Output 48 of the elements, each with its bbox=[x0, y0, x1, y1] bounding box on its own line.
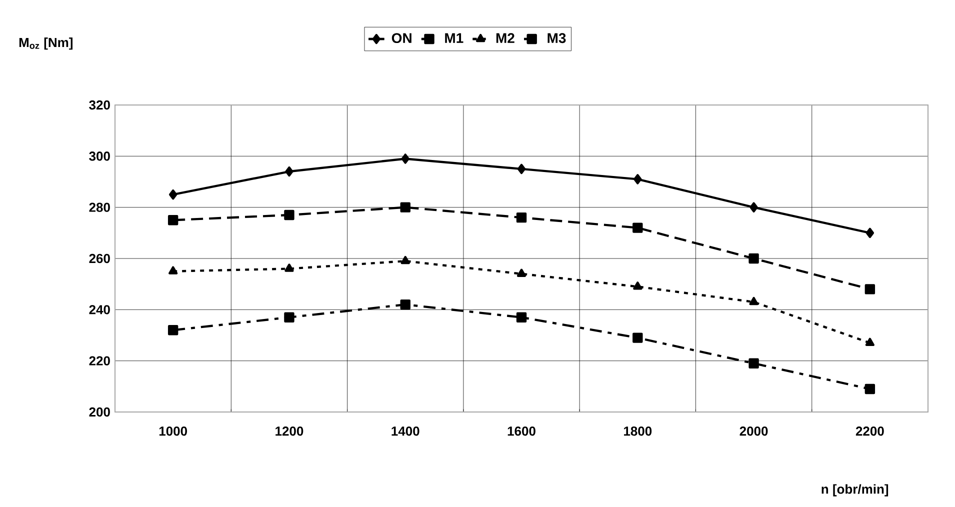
point bbox=[168, 215, 178, 226]
point bbox=[284, 312, 294, 322]
y-tick-label: 260 bbox=[89, 254, 110, 264]
point bbox=[634, 174, 642, 184]
point bbox=[516, 312, 527, 322]
x-tick-label: 1000 bbox=[159, 426, 187, 436]
point bbox=[750, 202, 758, 212]
point bbox=[284, 264, 294, 272]
point bbox=[284, 210, 294, 220]
y-tick-label: 200 bbox=[89, 407, 110, 417]
point bbox=[865, 338, 874, 346]
point bbox=[400, 202, 410, 212]
point bbox=[400, 256, 410, 264]
y-tick-label: 280 bbox=[89, 202, 110, 212]
x-tick-label: 2000 bbox=[740, 426, 768, 436]
x-tick-label: 1400 bbox=[392, 426, 420, 436]
point bbox=[401, 154, 410, 164]
legend-label: M1 bbox=[445, 33, 464, 43]
legend-label: ON bbox=[392, 33, 412, 44]
y-tick-label: 300 bbox=[89, 152, 110, 161]
point bbox=[168, 189, 178, 200]
point bbox=[516, 212, 527, 223]
legend-label: M2 bbox=[496, 33, 514, 43]
point bbox=[749, 296, 758, 306]
y-tick-label: 320 bbox=[89, 100, 110, 110]
y-axis-title: M$_{oz}$ [Nm] bbox=[19, 38, 72, 50]
legend-label: M3 bbox=[548, 33, 566, 44]
x-tick-label: 1200 bbox=[276, 426, 304, 436]
point bbox=[168, 266, 178, 274]
point bbox=[632, 332, 643, 343]
x-axis-title: n [obr/min] bbox=[822, 484, 888, 496]
point bbox=[168, 325, 178, 336]
point bbox=[748, 253, 759, 264]
y-tick-label: 240 bbox=[89, 305, 110, 314]
x-tick-label: 1600 bbox=[508, 426, 536, 436]
point bbox=[864, 284, 876, 294]
point bbox=[632, 222, 643, 233]
point bbox=[400, 299, 410, 310]
y-tick-label: 220 bbox=[89, 356, 110, 366]
point bbox=[864, 384, 876, 394]
point bbox=[517, 164, 526, 174]
point bbox=[516, 268, 526, 277]
x-tick-label: 1800 bbox=[624, 426, 652, 436]
x-tick-label: 2200 bbox=[856, 426, 884, 436]
point bbox=[285, 166, 294, 177]
point bbox=[866, 228, 874, 238]
point bbox=[633, 282, 642, 290]
point bbox=[748, 358, 759, 368]
